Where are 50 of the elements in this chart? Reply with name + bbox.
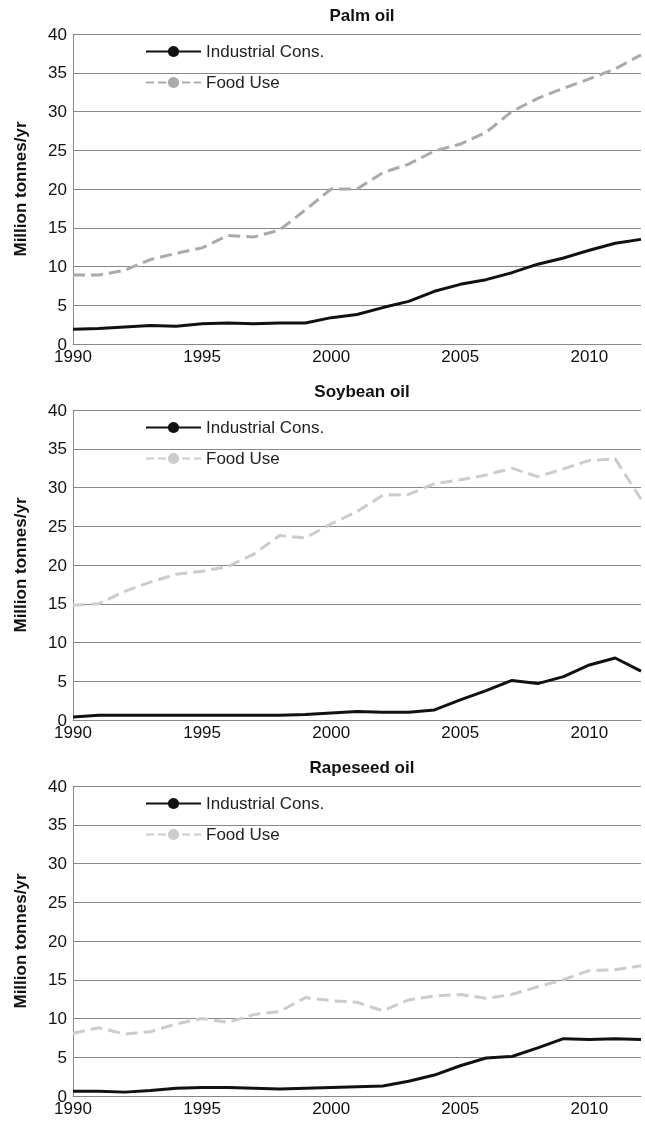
x-tick-label: 2000 bbox=[312, 1099, 351, 1118]
x-tick-label: 2010 bbox=[570, 1099, 609, 1118]
y-tick-label: 20 bbox=[48, 931, 67, 951]
y-tick-label: 15 bbox=[48, 970, 67, 990]
x-tick-label: 2000 bbox=[312, 347, 351, 366]
y-tick-label: 30 bbox=[48, 102, 67, 121]
x-tick-label: 1995 bbox=[183, 347, 221, 366]
legend-label: Industrial Cons. bbox=[206, 418, 325, 437]
y-axis-title: Million tonnes/yr bbox=[11, 497, 30, 633]
legend-label: Food Use bbox=[206, 449, 280, 468]
y-tick-label: 10 bbox=[48, 257, 67, 276]
y-tick-label: 5 bbox=[57, 295, 67, 315]
y-tick-label: 10 bbox=[48, 633, 67, 652]
y-tick-label: 40 bbox=[48, 24, 67, 44]
y-tick-label: 5 bbox=[57, 671, 67, 691]
x-tick-label: 2000 bbox=[312, 723, 351, 742]
y-tick-label: 15 bbox=[48, 594, 67, 614]
y-tick-label: 15 bbox=[48, 218, 67, 238]
chart-title: Rapeseed oil bbox=[309, 758, 415, 777]
x-tick-label: 2005 bbox=[441, 723, 480, 742]
y-tick-label: 20 bbox=[48, 555, 67, 575]
y-tick-label: 40 bbox=[48, 400, 67, 420]
y-tick-label: 25 bbox=[48, 516, 67, 536]
y-tick-label: 25 bbox=[48, 140, 67, 160]
y-tick-label: 25 bbox=[48, 892, 67, 912]
y-tick-label: 10 bbox=[48, 1009, 67, 1028]
y-tick-label: 30 bbox=[48, 854, 67, 873]
x-tick-label: 1995 bbox=[183, 1099, 221, 1118]
y-tick-label: 35 bbox=[48, 815, 67, 835]
y-tick-label: 20 bbox=[48, 179, 67, 199]
y-tick-label: 30 bbox=[48, 478, 67, 497]
y-tick-label: 35 bbox=[48, 439, 67, 459]
legend-label: Food Use bbox=[206, 825, 280, 844]
chart-title: Soybean oil bbox=[314, 382, 410, 401]
y-tick-label: 5 bbox=[57, 1047, 67, 1067]
legend-label: Industrial Cons. bbox=[206, 794, 325, 813]
line-series bbox=[71, 237, 643, 331]
y-axis-title: Million tonnes/yr bbox=[11, 121, 30, 257]
x-tick-label: 1995 bbox=[183, 723, 221, 742]
line-series bbox=[71, 964, 643, 1036]
y-axis-title: Million tonnes/yr bbox=[11, 873, 30, 1009]
x-tick-label: 2005 bbox=[441, 1099, 480, 1118]
x-tick-label: 2005 bbox=[441, 347, 480, 366]
x-tick-label: 2010 bbox=[570, 723, 609, 742]
chart-title: Palm oil bbox=[329, 6, 395, 25]
legend-label: Industrial Cons. bbox=[206, 42, 325, 61]
x-tick-label: 2010 bbox=[570, 347, 609, 366]
y-tick-label: 35 bbox=[48, 63, 67, 83]
y-tick-label: 40 bbox=[48, 776, 67, 796]
legend-label: Food Use bbox=[206, 73, 280, 92]
